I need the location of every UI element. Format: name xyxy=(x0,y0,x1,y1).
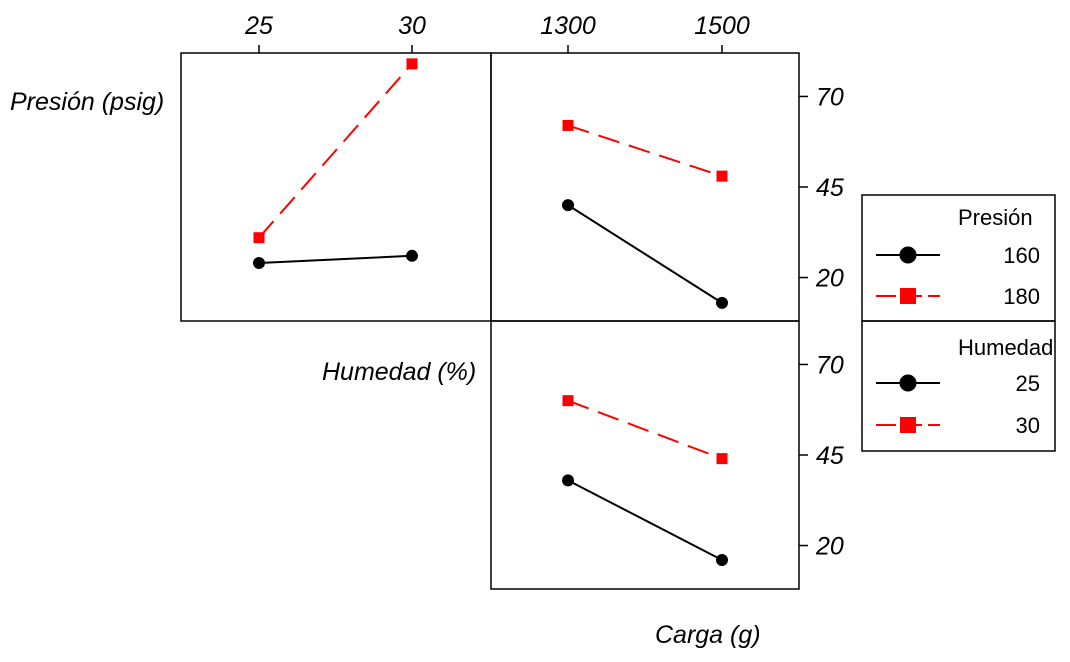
top-tick-label-humedad-25: 25 xyxy=(244,12,273,40)
data-point-humedad_x_carga-25-1500 xyxy=(716,554,728,567)
series-line-presion_x_humedad-180 xyxy=(258,63,413,239)
y-tick-label-row2-70: 70 xyxy=(816,351,844,379)
series-line-presion_x_carga-180 xyxy=(567,124,723,178)
top-tick-label-carga-1500: 1500 xyxy=(694,12,750,40)
data-point-presion_x_humedad-180-30 xyxy=(406,58,418,70)
data-point-presion_x_humedad-180-25 xyxy=(253,232,265,244)
series-line-humedad_x_carga-25 xyxy=(567,479,723,561)
y-tick-label-row2-20: 20 xyxy=(815,533,844,561)
legend-marker-0-160 xyxy=(899,246,917,264)
panel-frame-presion-humedad xyxy=(180,52,492,322)
series-line-presion_x_carga-160 xyxy=(567,204,723,304)
legend-entry-1-25: 25 xyxy=(1016,371,1040,396)
data-point-presion_x_humedad-160-30 xyxy=(406,249,418,262)
data-point-presion_x_carga-180-1300 xyxy=(562,119,574,131)
legend-humedad-box xyxy=(861,320,1056,452)
factor-label-presion: Presión (psig) xyxy=(10,88,164,116)
data-point-humedad_x_carga-30-1500 xyxy=(716,453,728,465)
factor-label-carga: Carga (g) xyxy=(655,621,761,649)
series-line-humedad_x_carga-30 xyxy=(567,399,723,460)
panel-frame-presion-carga xyxy=(490,52,800,322)
legend-presion-title: Presión xyxy=(958,205,1033,230)
data-point-presion_x_carga-160-1300 xyxy=(562,199,574,212)
data-point-presion_x_humedad-160-25 xyxy=(253,257,265,270)
y-tick-label-row1-20: 20 xyxy=(815,265,844,293)
top-tick-label-carga-1300: 1300 xyxy=(540,12,596,40)
data-point-humedad_x_carga-30-1300 xyxy=(562,395,574,407)
y-tick-label-row1-70: 70 xyxy=(816,83,844,111)
y-tick-label-row2-45: 45 xyxy=(816,442,844,470)
data-point-humedad_x_carga-25-1300 xyxy=(562,474,574,487)
data-point-presion_x_carga-160-1500 xyxy=(716,296,728,309)
legend-marker-1-25 xyxy=(899,374,917,392)
panel-frame-humedad-carga xyxy=(490,320,800,590)
legend-marker-1-30 xyxy=(900,417,916,433)
legend-marker-0-180 xyxy=(900,288,916,304)
y-tick-label-row1-45: 45 xyxy=(816,174,844,202)
series-line-presion_x_humedad-160 xyxy=(258,254,413,265)
legend-entry-0-160: 160 xyxy=(1003,243,1040,268)
top-tick-label-humedad-30: 30 xyxy=(398,12,426,40)
data-point-presion_x_carga-180-1500 xyxy=(716,170,728,182)
factor-label-humedad: Humedad (%) xyxy=(322,358,476,386)
legend-entry-0-180: 180 xyxy=(1003,284,1040,309)
legend-humedad-title: Humedad xyxy=(958,335,1053,360)
legend-entry-1-30: 30 xyxy=(1016,413,1040,438)
